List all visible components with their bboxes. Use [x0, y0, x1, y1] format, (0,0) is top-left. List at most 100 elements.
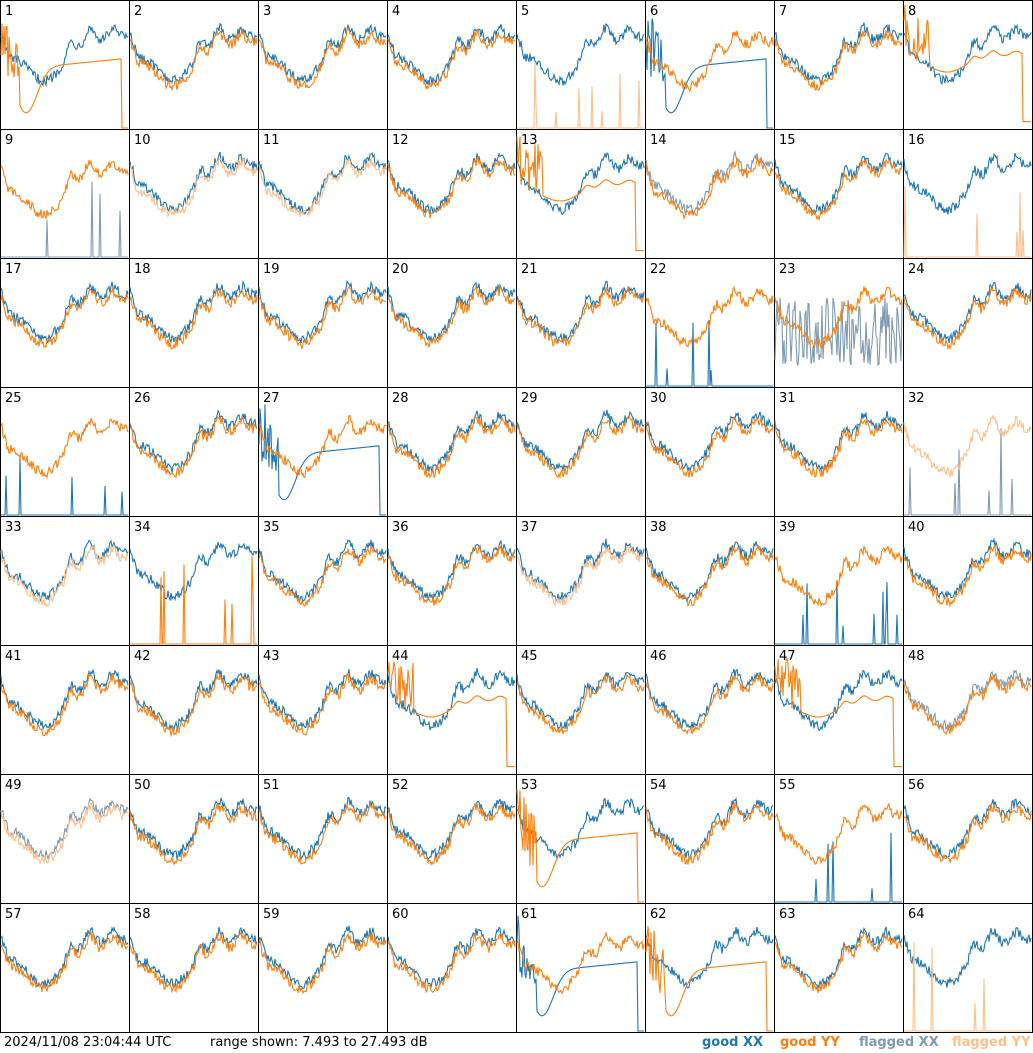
yy-trace-63 — [774, 930, 903, 994]
panel-frame — [0, 903, 130, 1033]
yy-trace-24 — [903, 286, 1032, 351]
yy-trace-39 — [774, 544, 903, 608]
yy-trace-17 — [0, 287, 129, 349]
yy-trace-3 — [258, 26, 387, 89]
antenna-number-25: 25 — [5, 391, 22, 406]
antenna-number-32: 32 — [908, 391, 925, 406]
antenna-panel-27: 27 — [258, 387, 388, 517]
xx-trace-64 — [903, 926, 1032, 988]
antenna-number-39: 39 — [779, 520, 796, 535]
antenna-panel-45: 45 — [516, 645, 646, 775]
footer: 2024/11/08 23:04:44 UTC range shown: 7.4… — [0, 1033, 1033, 1053]
yy-trace-53 — [516, 788, 644, 903]
antenna-number-23: 23 — [779, 262, 796, 277]
antenna-panel-5: 5 — [516, 0, 646, 130]
xx-trace-4 — [387, 24, 516, 86]
antenna-panel-7: 7 — [774, 0, 904, 130]
xx-trace-45 — [516, 672, 645, 732]
antenna-number-51: 51 — [263, 778, 280, 793]
antenna-panel-28: 28 — [387, 387, 517, 517]
xx-trace-10 — [129, 151, 258, 214]
antenna-number-35: 35 — [263, 520, 280, 535]
xx-trace-35 — [258, 539, 387, 603]
panel-frame — [903, 129, 1033, 259]
antenna-panel-3: 3 — [258, 0, 388, 130]
panel-frame — [903, 903, 1033, 1033]
xx-trace-44 — [387, 667, 516, 731]
xx-trace-40 — [903, 537, 1032, 600]
xx-trace-26 — [129, 409, 258, 473]
antenna-number-58: 58 — [134, 907, 151, 922]
xx-trace-62 — [645, 926, 774, 989]
xx-trace-55 — [775, 832, 902, 903]
antenna-number-64: 64 — [908, 907, 925, 922]
timestamp-label: 2024/11/08 23:04:44 UTC — [4, 1035, 172, 1050]
antenna-panel-16: 16 — [903, 129, 1033, 259]
yy-trace-23 — [774, 286, 903, 350]
antenna-panel-34: 34 — [129, 516, 259, 646]
antenna-number-42: 42 — [134, 649, 151, 664]
panel-frame — [0, 129, 130, 259]
antenna-number-43: 43 — [263, 649, 280, 664]
legend-good-xx: good XX — [702, 1035, 764, 1050]
antenna-number-34: 34 — [134, 520, 151, 535]
yy-trace-51 — [258, 802, 387, 865]
xx-trace-27 — [258, 404, 386, 516]
xx-trace-34 — [129, 541, 258, 602]
antenna-number-61: 61 — [521, 907, 538, 922]
antenna-panel-48: 48 — [903, 645, 1033, 775]
xx-trace-21 — [516, 280, 645, 344]
panel-frame — [903, 645, 1033, 775]
antenna-number-31: 31 — [779, 391, 796, 406]
antenna-panel-42: 42 — [129, 645, 259, 775]
yy-trace-11 — [258, 157, 387, 218]
antenna-panel-53: 53 — [516, 774, 646, 904]
panel-frame — [645, 129, 775, 259]
yy-trace-2 — [129, 29, 258, 92]
antenna-number-53: 53 — [521, 778, 538, 793]
panel-frame — [387, 774, 517, 904]
antenna-panel-44: 44 — [387, 645, 517, 775]
xx-trace-2 — [129, 22, 258, 85]
yy-trace-54 — [645, 802, 774, 865]
panel-frame — [903, 0, 1033, 130]
xx-trace-16 — [903, 152, 1032, 215]
antenna-panel-20: 20 — [387, 258, 517, 388]
xx-trace-3 — [258, 23, 387, 84]
antenna-number-27: 27 — [263, 391, 280, 406]
xx-trace-28 — [387, 410, 516, 473]
antenna-panel-58: 58 — [129, 903, 259, 1033]
xx-trace-8 — [903, 23, 1032, 85]
antenna-number-36: 36 — [392, 520, 409, 535]
antenna-panel-14: 14 — [645, 129, 775, 259]
antenna-panel-43: 43 — [258, 645, 388, 775]
antenna-number-3: 3 — [263, 4, 271, 19]
antenna-number-21: 21 — [521, 262, 538, 277]
xx-trace-23 — [774, 297, 903, 367]
yy-trace-13 — [516, 136, 644, 252]
antenna-number-54: 54 — [650, 778, 667, 793]
panel-frame — [0, 516, 130, 646]
xx-trace-38 — [645, 541, 774, 603]
xx-trace-31 — [774, 410, 903, 473]
yy-trace-29 — [516, 415, 645, 479]
xx-trace-15 — [774, 152, 903, 215]
yy-trace-50 — [129, 804, 258, 866]
yy-trace-31 — [774, 417, 903, 478]
xx-trace-17 — [0, 281, 129, 343]
yy-trace-42 — [129, 673, 258, 738]
yy-trace-21 — [516, 285, 645, 348]
antenna-number-5: 5 — [521, 4, 529, 19]
antenna-number-30: 30 — [650, 391, 667, 406]
antenna-number-55: 55 — [779, 778, 796, 793]
antenna-number-20: 20 — [392, 262, 409, 277]
xx-trace-49 — [0, 797, 129, 860]
antenna-number-7: 7 — [779, 4, 787, 19]
antenna-number-60: 60 — [392, 907, 409, 922]
antenna-number-52: 52 — [392, 778, 409, 793]
antenna-panel-30: 30 — [645, 387, 775, 517]
panel-frame — [129, 129, 259, 259]
yy-trace-33 — [0, 543, 129, 608]
antenna-panel-52: 52 — [387, 774, 517, 904]
